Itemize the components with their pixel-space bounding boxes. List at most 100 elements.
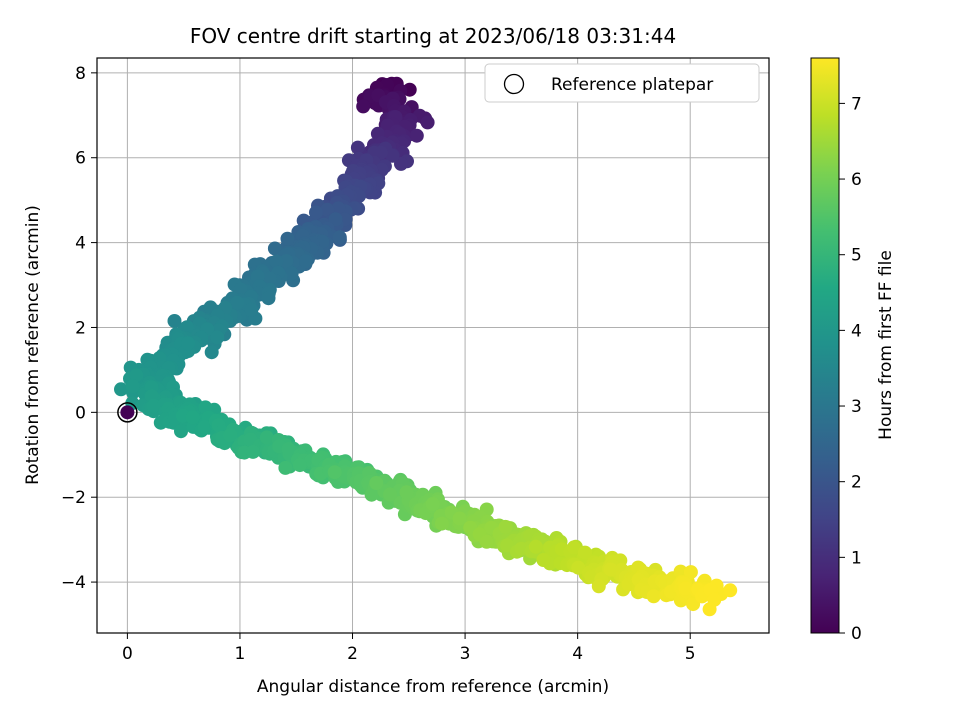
data-point bbox=[603, 562, 618, 577]
x-tick-label: 5 bbox=[685, 644, 696, 664]
data-point bbox=[479, 534, 494, 549]
reference-point-ring bbox=[117, 402, 138, 423]
data-point bbox=[678, 581, 693, 596]
colorbar-tick-label: 3 bbox=[851, 397, 862, 417]
data-point bbox=[571, 560, 586, 575]
data-point bbox=[280, 231, 295, 246]
data-point bbox=[536, 553, 551, 567]
data-point bbox=[702, 602, 717, 617]
data-point bbox=[673, 564, 688, 579]
data-point bbox=[262, 271, 277, 286]
data-point bbox=[298, 254, 313, 269]
data-point bbox=[320, 202, 335, 217]
colorbar-tick-label: 2 bbox=[851, 473, 862, 493]
data-point bbox=[125, 379, 140, 394]
data-point bbox=[327, 465, 342, 480]
data-point bbox=[399, 485, 414, 500]
data-point bbox=[646, 589, 661, 604]
data-point bbox=[244, 303, 259, 317]
data-point bbox=[223, 428, 238, 443]
data-point bbox=[146, 398, 161, 413]
data-point bbox=[369, 476, 384, 490]
legend-marker-icon bbox=[503, 73, 525, 95]
data-point bbox=[434, 516, 449, 531]
colorbar-tick-label: 4 bbox=[851, 321, 862, 341]
data-point bbox=[284, 266, 299, 281]
data-point bbox=[374, 162, 389, 177]
data-point bbox=[204, 345, 219, 360]
data-point bbox=[167, 314, 182, 328]
x-tick-label: 2 bbox=[347, 644, 358, 664]
data-point bbox=[233, 282, 248, 297]
y-tick-label: −4 bbox=[61, 573, 86, 593]
data-point bbox=[383, 487, 398, 502]
legend-label: Reference platepar bbox=[551, 75, 713, 95]
x-tick-label: 4 bbox=[572, 644, 583, 664]
data-point bbox=[425, 497, 440, 511]
legend: Reference platepar bbox=[484, 63, 760, 103]
colorbar-tick-label: 0 bbox=[851, 624, 862, 644]
reference-point-fill bbox=[120, 405, 135, 420]
data-point bbox=[328, 212, 343, 227]
data-point bbox=[452, 511, 467, 526]
colorbar-tick-label: 7 bbox=[851, 94, 862, 114]
data-point bbox=[350, 140, 365, 155]
reference-point bbox=[117, 402, 138, 423]
data-point bbox=[356, 99, 371, 114]
data-point bbox=[332, 230, 347, 245]
data-point bbox=[261, 291, 276, 306]
y-tick-label: 0 bbox=[75, 403, 86, 423]
data-point bbox=[683, 565, 698, 580]
x-axis-ticks: 0 1 2 3 4 5 bbox=[122, 633, 696, 664]
data-point bbox=[279, 254, 294, 268]
colorbar-tick-label: 5 bbox=[851, 246, 862, 266]
legend-box bbox=[484, 63, 760, 103]
colorbar: 0 1 2 3 4 5 6 7 Hours from first FF file bbox=[810, 57, 896, 644]
data-point bbox=[267, 241, 282, 256]
x-axis-label: Angular distance from reference (arcmin) bbox=[257, 677, 609, 697]
y-tick-label: 6 bbox=[75, 149, 86, 169]
data-point bbox=[114, 382, 128, 397]
colorbar-ticks: 0 1 2 3 4 5 6 7 bbox=[839, 94, 862, 644]
data-point bbox=[185, 410, 200, 425]
data-point bbox=[281, 442, 296, 457]
data-point bbox=[578, 545, 592, 560]
data-point bbox=[723, 583, 738, 598]
colorbar-tick-label: 1 bbox=[851, 548, 862, 568]
data-point bbox=[385, 148, 400, 163]
y-tick-label: −2 bbox=[61, 488, 86, 508]
data-point bbox=[331, 201, 346, 216]
data-point bbox=[309, 205, 323, 220]
y-tick-label: 4 bbox=[75, 234, 86, 254]
data-point bbox=[292, 458, 307, 473]
data-point bbox=[278, 460, 293, 475]
data-point bbox=[210, 330, 225, 345]
colorbar-label: Hours from first FF file bbox=[876, 250, 896, 440]
y-axis-label: Rotation from reference (arcmin) bbox=[23, 205, 43, 485]
data-points bbox=[114, 76, 738, 617]
y-tick-label: 8 bbox=[75, 64, 86, 84]
data-point bbox=[246, 444, 261, 459]
data-point bbox=[180, 320, 194, 335]
y-tick-label: 2 bbox=[75, 318, 86, 338]
colorbar-tick-label: 6 bbox=[851, 170, 862, 190]
x-tick-label: 0 bbox=[122, 644, 133, 664]
data-point bbox=[269, 254, 284, 269]
data-point bbox=[566, 540, 581, 555]
colorbar-gradient bbox=[810, 57, 840, 634]
x-tick-label: 1 bbox=[235, 644, 246, 664]
data-point bbox=[230, 295, 245, 310]
data-point bbox=[591, 579, 606, 594]
plot-frame bbox=[96, 57, 770, 634]
chart-title: FOV centre drift starting at 2023/06/18 … bbox=[190, 24, 676, 48]
data-point bbox=[174, 424, 188, 439]
data-point bbox=[409, 128, 424, 143]
data-point bbox=[498, 519, 513, 534]
data-point bbox=[181, 336, 195, 351]
data-point bbox=[420, 115, 435, 130]
x-tick-label: 3 bbox=[460, 644, 471, 664]
data-point bbox=[528, 539, 543, 554]
data-point bbox=[197, 419, 212, 434]
